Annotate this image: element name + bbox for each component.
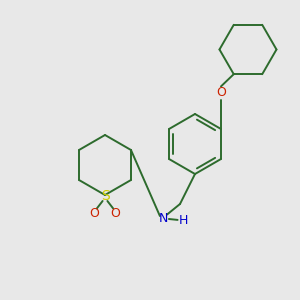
Text: O: O bbox=[216, 86, 226, 100]
Text: N: N bbox=[159, 212, 168, 226]
Text: O: O bbox=[90, 207, 99, 220]
Text: O: O bbox=[111, 207, 120, 220]
Text: H: H bbox=[178, 214, 188, 227]
Text: S: S bbox=[100, 189, 109, 203]
